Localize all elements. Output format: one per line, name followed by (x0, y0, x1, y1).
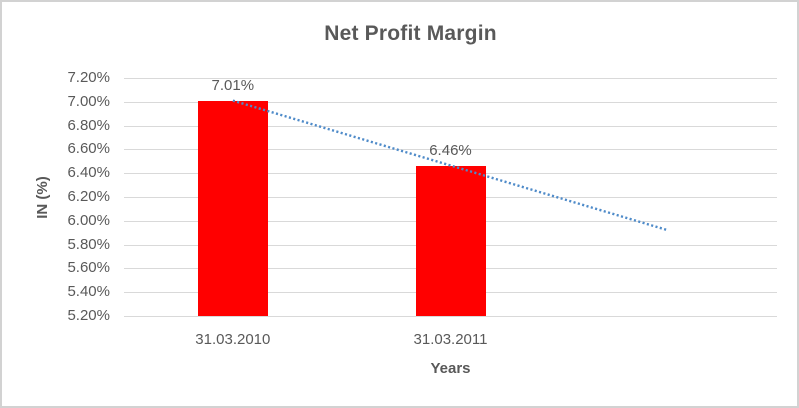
y-tick-label: 5.20% (67, 307, 110, 324)
y-tick-label: 7.00% (67, 92, 110, 110)
plot-area: 7.20% 7.00% 6.80% 6.60% 6.40% 6.20% 6.00% 5.80%… (67, 69, 777, 348)
bar-31.03.2011 (415, 166, 486, 316)
y-tick-label: 6.20% (67, 188, 110, 205)
x-tick-label: 31.03.2011 (413, 331, 488, 348)
y-tick-label: 6.40% (67, 164, 110, 182)
y-tick-label: 6.80% (67, 116, 110, 134)
x-tick-label: 31.03.2010 (195, 331, 271, 348)
bar-value-label: 7.01% (211, 76, 255, 94)
gridline (124, 149, 777, 151)
trendline (232, 99, 669, 232)
y-tick-label: 7.20% (67, 69, 110, 86)
bar-31.03.2010 (197, 100, 268, 316)
bar-value-label: 6.46% (429, 142, 472, 160)
y-tick-label: 5.60% (67, 259, 110, 277)
gridline (124, 125, 777, 127)
y-tick-label: 5.80% (67, 235, 110, 253)
gridline (124, 101, 777, 103)
gridline (124, 78, 777, 79)
y-tick-label: 5.40% (67, 283, 110, 301)
gridline (124, 316, 777, 317)
chart-title: Net Profit Margin (324, 22, 497, 45)
x-axis-title: Years (430, 360, 471, 377)
y-tick-label: 6.60% (67, 140, 110, 158)
y-tick-label: 6.00% (67, 211, 110, 229)
